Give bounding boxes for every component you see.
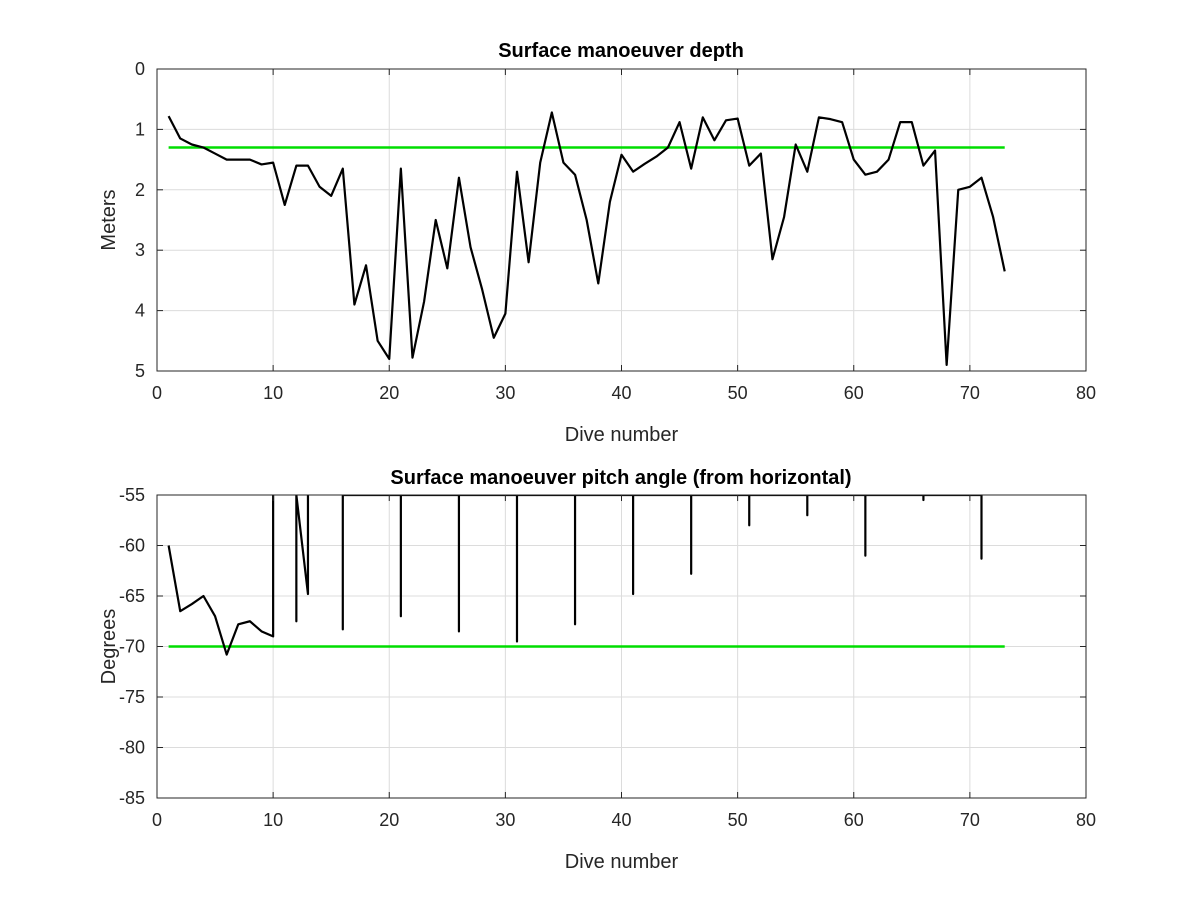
pitch-x-tick-label: 0	[152, 810, 162, 830]
pitch-x-tick-label: 20	[379, 810, 399, 830]
pitch-y-tick-label: -85	[119, 788, 145, 808]
pitch-x-tick-label: 40	[611, 810, 631, 830]
depth-x-tick-label: 0	[152, 383, 162, 403]
pitch-series-line	[167, 495, 983, 656]
pitch-x-axis-label: Dive number	[565, 851, 679, 873]
depth-series-line	[167, 111, 1006, 367]
pitch-y-tick-label: -75	[119, 687, 145, 707]
depth-x-tick-label: 50	[728, 383, 748, 403]
pitch-x-tick-label: 60	[844, 810, 864, 830]
pitch-chart-title: Surface manoeuver pitch angle (from hori…	[390, 467, 851, 489]
depth-x-ticks: 0 10 20 30 40 50 60 70 80	[152, 69, 1096, 403]
pitch-plot: Surface manoeuver pitch angle (from hori…	[98, 467, 1096, 873]
depth-y-axis-label: Meters	[98, 189, 120, 250]
depth-x-tick-label: 60	[844, 383, 864, 403]
pitch-x-ticks: 0 10 20 30 40 50 60 70 80	[152, 495, 1096, 830]
depth-plot: Surface manoeuver depth 0 10 20 30 40 50 60 70 8…	[98, 40, 1096, 446]
depth-x-axis-label: Dive number	[565, 424, 679, 446]
pitch-x-tick-label: 50	[728, 810, 748, 830]
pitch-x-tick-label: 10	[263, 810, 283, 830]
depth-y-tick-label: 1	[135, 119, 145, 139]
pitch-y-tick-label: -80	[119, 738, 145, 758]
pitch-y-tick-label: -65	[119, 586, 145, 606]
depth-x-tick-label: 10	[263, 383, 283, 403]
pitch-x-tick-label: 80	[1076, 810, 1096, 830]
pitch-y-axis-label: Degrees	[98, 609, 120, 685]
pitch-y-ticks: -55 -60 -65 -70 -75 -80 -85	[119, 485, 1086, 808]
depth-chart-title: Surface manoeuver depth	[498, 40, 744, 62]
depth-y-tick-label: 2	[135, 180, 145, 200]
depth-y-tick-label: 3	[135, 240, 145, 260]
depth-x-tick-label: 80	[1076, 383, 1096, 403]
pitch-y-tick-label: -70	[119, 637, 145, 657]
depth-x-tick-label: 40	[611, 383, 631, 403]
depth-x-tick-label: 20	[379, 383, 399, 403]
depth-y-tick-label: 4	[135, 301, 145, 321]
depth-grid	[156, 68, 1087, 372]
depth-x-tick-label: 30	[495, 383, 515, 403]
depth-series-line-path	[167, 111, 1006, 367]
depth-y-tick-label: 0	[135, 59, 145, 79]
pitch-series-line-path	[167, 495, 983, 656]
pitch-y-tick-label: -60	[119, 536, 145, 556]
pitch-x-tick-label: 30	[495, 810, 515, 830]
depth-y-ticks: 0 1 2 3 4 5	[135, 59, 1086, 381]
depth-x-tick-label: 70	[960, 383, 980, 403]
pitch-x-tick-label: 70	[960, 810, 980, 830]
depth-y-tick-label: 5	[135, 361, 145, 381]
pitch-y-tick-label: -55	[119, 485, 145, 505]
